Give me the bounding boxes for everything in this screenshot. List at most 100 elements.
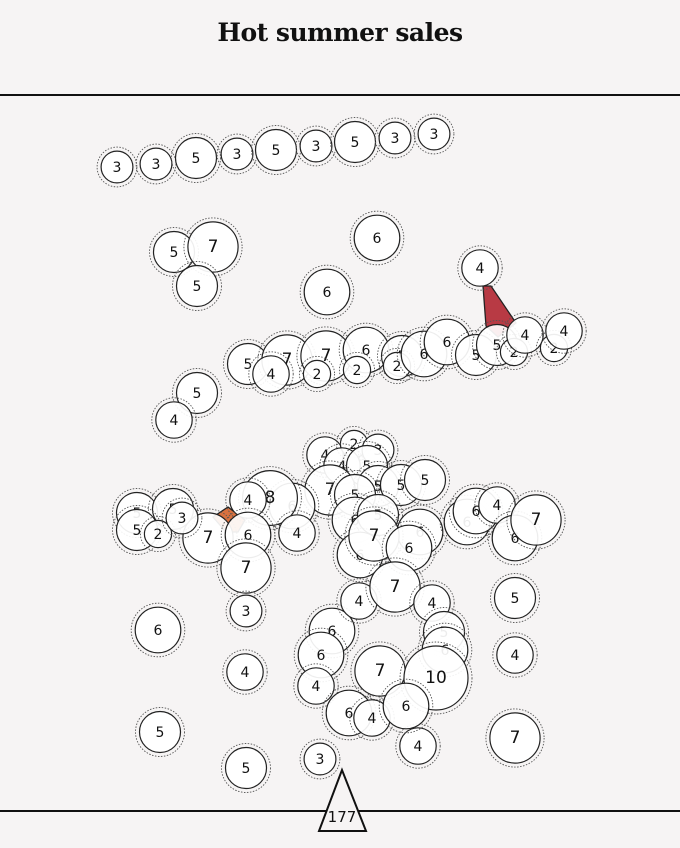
- bubble-halo: [395, 723, 441, 769]
- bubble-circle: [229, 594, 263, 628]
- bubble-label: 3: [316, 752, 325, 768]
- total-label: 177: [328, 808, 357, 826]
- bubble[interactable]: 5: [400, 455, 450, 505]
- bubble[interactable]: 3: [225, 590, 267, 632]
- bubble[interactable]: 3: [299, 738, 341, 780]
- bubble[interactable]: 3: [135, 143, 177, 185]
- bubble-label: 4: [170, 413, 179, 429]
- bubble-circle: [510, 494, 562, 546]
- bubble[interactable]: 6: [293, 627, 349, 683]
- bubble[interactable]: 6: [349, 210, 405, 266]
- bubble-halo: [172, 368, 222, 418]
- bubble[interactable]: 2: [298, 355, 336, 393]
- bubble[interactable]: 6: [299, 264, 355, 320]
- bubble[interactable]: 5: [172, 368, 222, 418]
- bubble[interactable]: 4: [248, 351, 294, 397]
- bubble-label: 4: [355, 594, 364, 610]
- bubble[interactable]: 5: [490, 573, 540, 623]
- bubble-halo: [299, 738, 341, 780]
- bubble[interactable]: 5: [135, 707, 185, 757]
- bubble[interactable]: 4: [151, 397, 197, 443]
- bubble[interactable]: 4: [225, 477, 271, 523]
- bubble[interactable]: 5: [172, 261, 222, 311]
- bubble[interactable]: 4: [541, 308, 587, 354]
- bubble-label: 2: [510, 345, 519, 361]
- bubble-circle: [545, 312, 583, 350]
- bubble-halo: [264, 478, 320, 534]
- bubble-label: 4: [493, 498, 502, 514]
- bubble-label: 2: [393, 359, 402, 375]
- bubble[interactable]: 4: [457, 245, 503, 291]
- bubble-label: 7: [241, 558, 252, 578]
- bubble-label: 7: [375, 661, 386, 681]
- bubble[interactable]: 3: [216, 133, 258, 175]
- bubble[interactable]: 2: [338, 351, 376, 389]
- bubble-halo: [400, 455, 450, 505]
- bubble-label: 6: [244, 528, 253, 544]
- bubble[interactable]: 6: [378, 678, 434, 734]
- bubble[interactable]: 5: [251, 125, 301, 175]
- bubble-halo: [171, 133, 221, 183]
- bubble-label: 7: [282, 350, 293, 370]
- bubble-halo: [413, 113, 455, 155]
- bubble[interactable]: 4: [492, 632, 538, 678]
- bubble-label: 6: [373, 231, 382, 247]
- bubble-circle: [226, 653, 264, 691]
- bubble-circle: [506, 316, 544, 354]
- bubble[interactable]: 3: [96, 146, 138, 188]
- bubble-halo: [148, 484, 198, 534]
- total-indicator: 177: [317, 767, 368, 832]
- bubble-halo: [298, 355, 336, 393]
- bubble-label: 7: [369, 526, 380, 546]
- bubble-circle: [417, 117, 451, 151]
- bubble[interactable]: 4: [395, 723, 441, 769]
- bubble-halo: [304, 603, 360, 659]
- bubble[interactable]: 6: [381, 520, 437, 576]
- bubble-label: 7: [390, 577, 401, 597]
- bubble-label: 6: [362, 343, 371, 359]
- bubble-label: 5: [156, 725, 165, 741]
- bubble-circle: [303, 268, 351, 316]
- bubble-label: 5: [272, 143, 281, 159]
- bubble[interactable]: 7: [216, 538, 276, 598]
- bubble-label: 3: [178, 511, 187, 527]
- total-triangle-icon: [317, 767, 368, 832]
- bubble-halo: [485, 708, 545, 768]
- bubble-circle: [187, 221, 239, 273]
- bubble-halo: [225, 477, 271, 523]
- bubble-label: 3: [312, 139, 321, 155]
- bubble[interactable]: 3: [413, 113, 455, 155]
- bubble-circle: [297, 667, 335, 705]
- bubble-label: 5: [511, 591, 520, 607]
- bubble-halo: [399, 641, 473, 715]
- bubble[interactable]: 7: [506, 490, 566, 550]
- bubble-halo: [220, 507, 276, 563]
- bubble[interactable]: 3: [374, 117, 416, 159]
- bubble[interactable]: 4: [222, 649, 268, 695]
- bubble[interactable]: 7: [183, 217, 243, 277]
- bubbles-layer: 3353535335756645747262526655242454423457…: [96, 113, 587, 793]
- bubble[interactable]: 4: [293, 663, 339, 709]
- bubble-halo: [457, 245, 503, 291]
- bubble[interactable]: 4: [502, 312, 548, 358]
- bubble[interactable]: 3: [161, 497, 203, 539]
- bubble[interactable]: 7: [485, 708, 545, 768]
- bubble-circle: [299, 129, 333, 163]
- chart-title: Hot summer sales: [217, 18, 463, 47]
- bubble-circle: [302, 359, 332, 389]
- bubble[interactable]: 6: [130, 602, 186, 658]
- bubble[interactable]: 3: [295, 125, 337, 167]
- bubble[interactable]: 5: [221, 743, 271, 793]
- bubble-label: 5: [193, 279, 202, 295]
- bubble-label: 2: [550, 341, 559, 357]
- bubble-halo: [492, 632, 538, 678]
- bubble-label: 4: [244, 493, 253, 509]
- bubble-halo: [96, 146, 138, 188]
- bubble-label: 2: [353, 363, 362, 379]
- bubble[interactable]: 5: [330, 117, 380, 167]
- bubble[interactable]: 5: [171, 133, 221, 183]
- bubble-circle: [378, 121, 412, 155]
- bubble-label: 5: [351, 135, 360, 151]
- bubble-circle: [278, 514, 316, 552]
- bubble-circle: [496, 636, 534, 674]
